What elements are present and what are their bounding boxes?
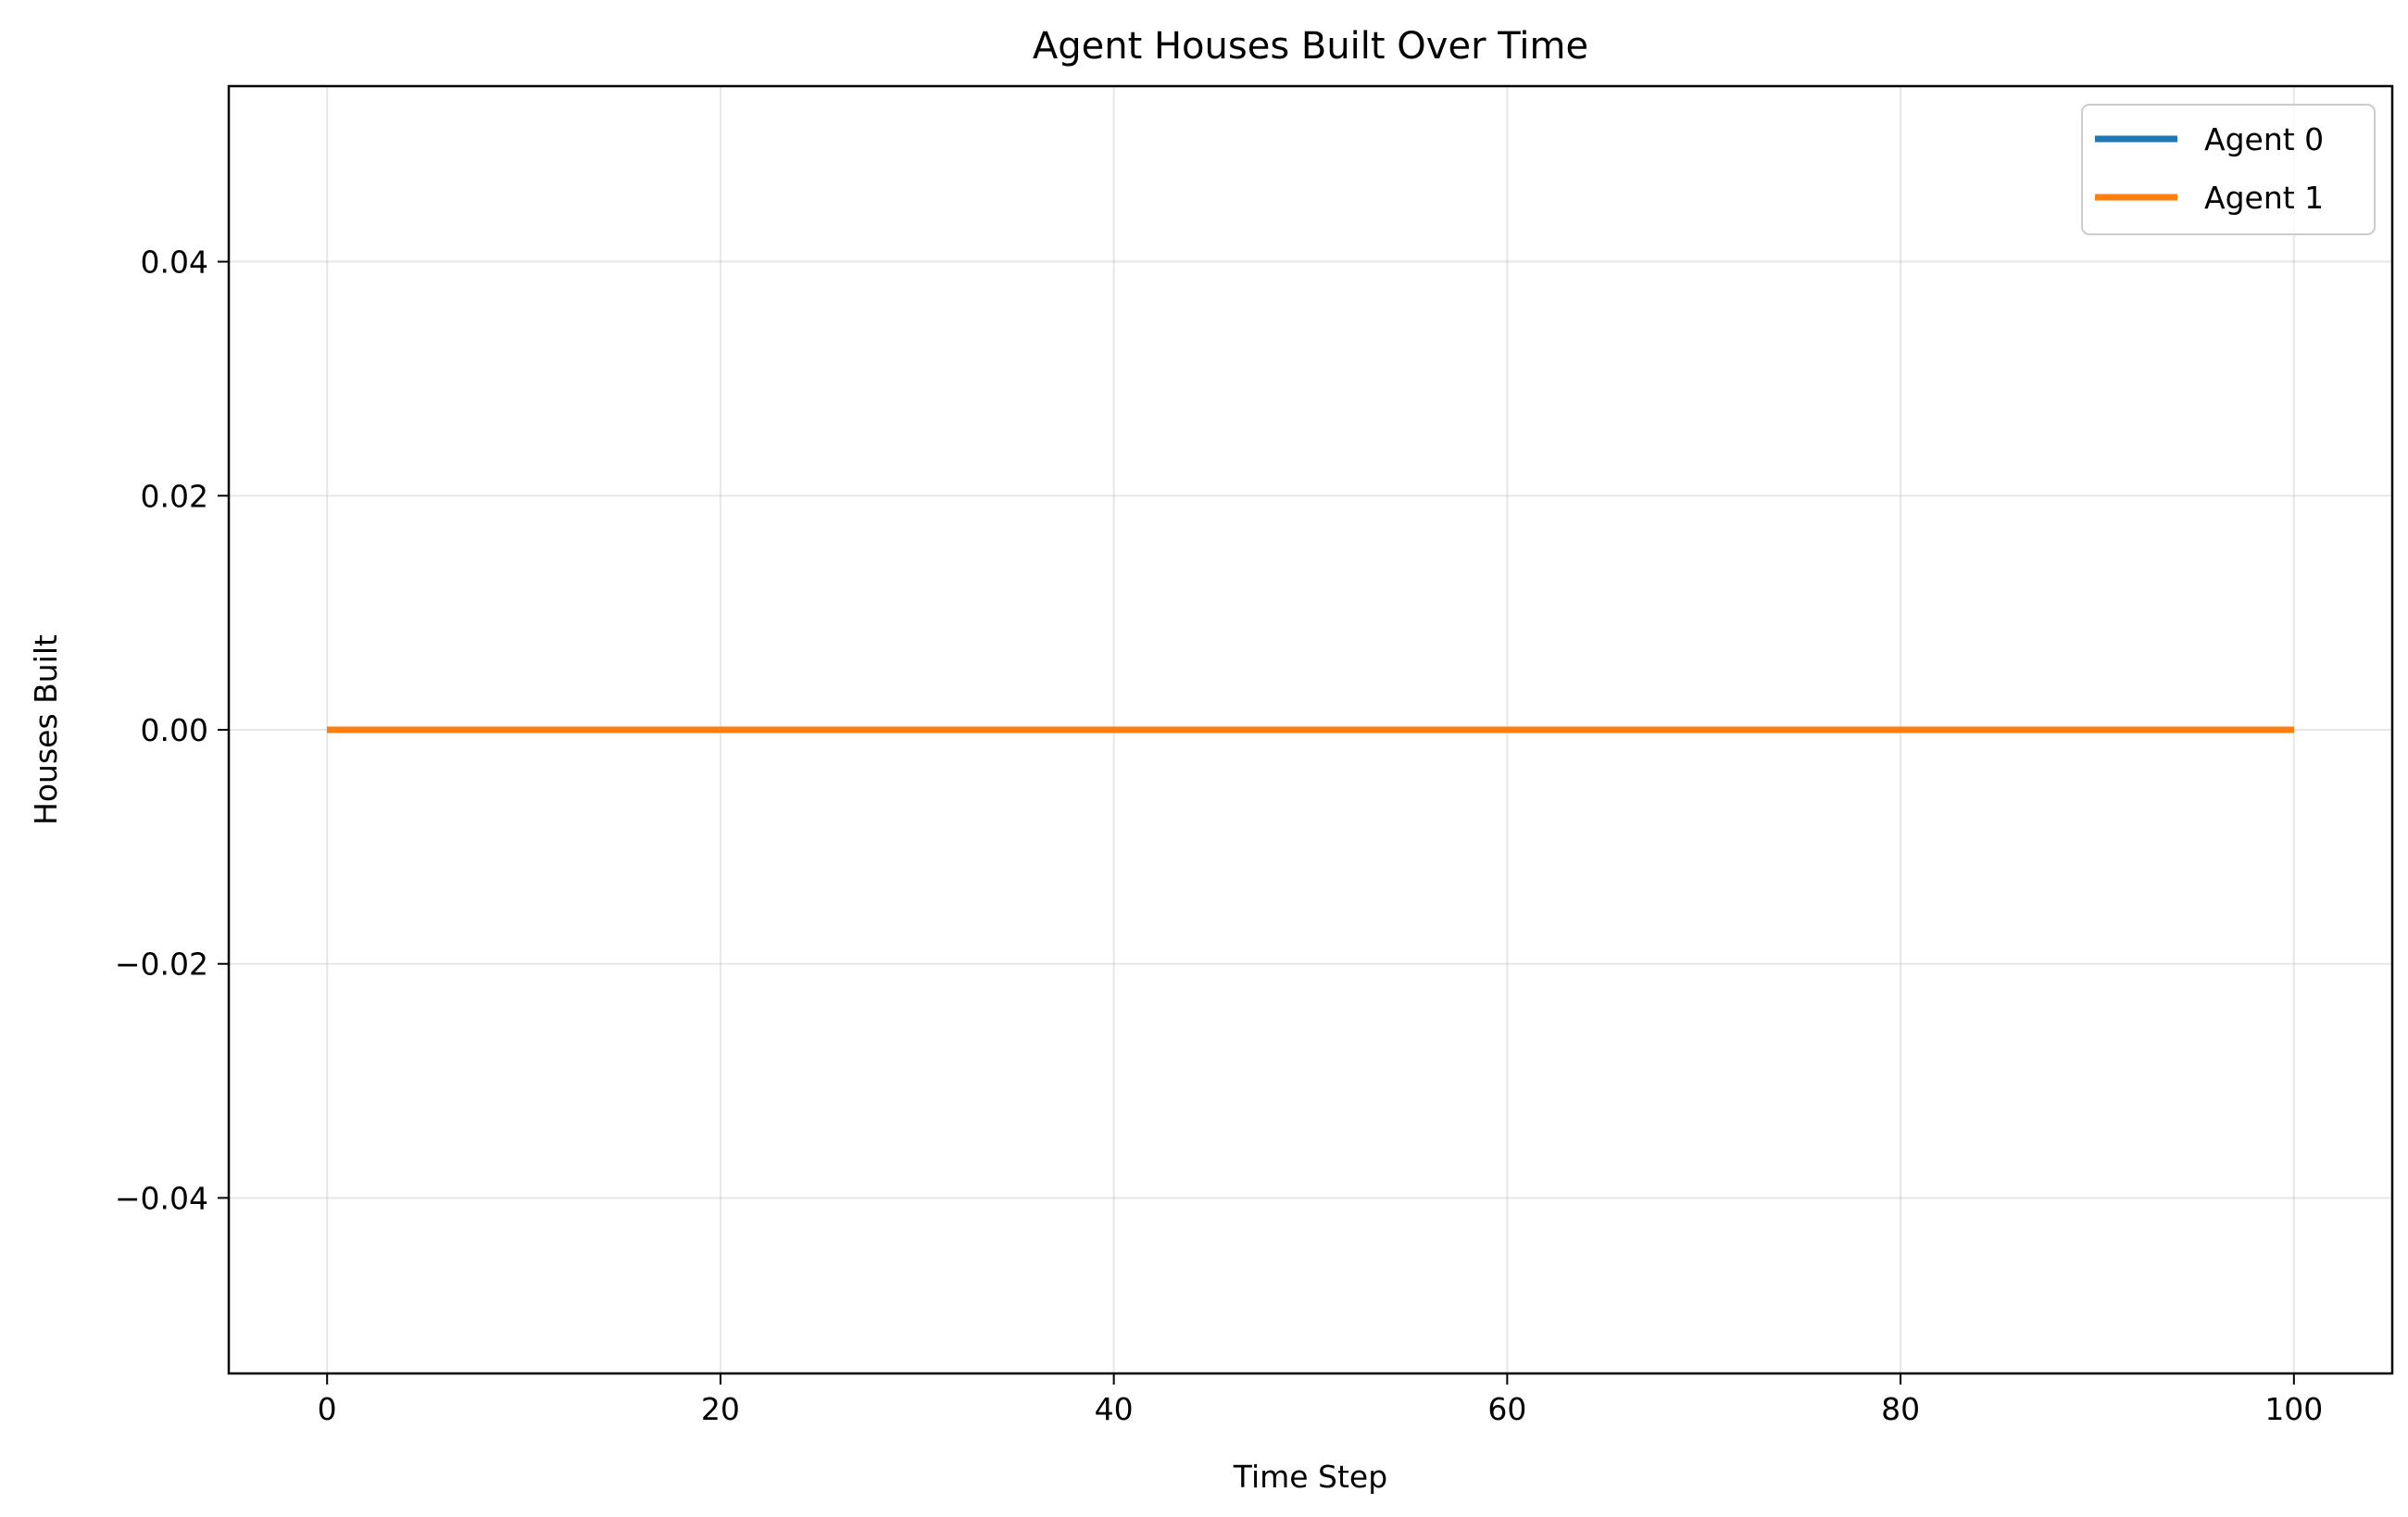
y-tick-label: −0.02 [115,947,208,983]
y-tick-label: 0.00 [141,712,208,748]
x-tick-label: 0 [318,1391,337,1427]
x-tick-label: 80 [1881,1391,1920,1427]
y-tick-label: −0.04 [115,1180,208,1216]
chart-title: Agent Houses Built Over Time [1033,25,1588,68]
y-tick-label: 0.02 [141,478,208,514]
legend-label-agent-1: Agent 1 [2204,180,2324,216]
y-tick-label: 0.04 [141,244,208,281]
x-axis-label: Time Step [1233,1459,1387,1495]
x-tick-label: 60 [1487,1391,1526,1427]
y-axis: −0.04 −0.02 0.00 0.02 0.04 [115,244,229,1216]
legend-label-agent-0: Agent 0 [2204,121,2324,157]
y-axis-label: Houses Built [28,634,64,825]
x-tick-label: 40 [1095,1391,1134,1427]
x-tick-label: 100 [2264,1391,2323,1427]
x-tick-label: 20 [701,1391,740,1427]
legend: Agent 0 Agent 1 [2081,104,2376,235]
x-axis: 0 20 40 60 80 100 [318,1373,2323,1427]
